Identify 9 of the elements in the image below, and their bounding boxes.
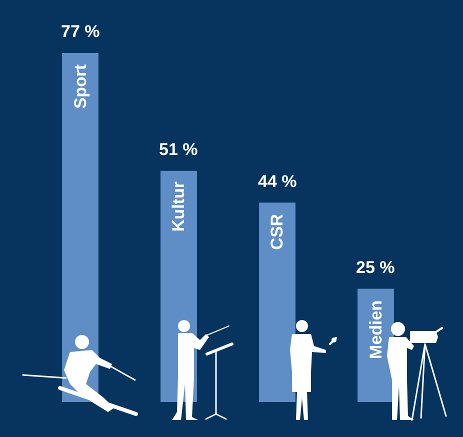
data-label: 25 % <box>356 258 395 277</box>
bar <box>259 202 296 402</box>
data-label: 44 % <box>258 172 297 191</box>
x-tick-label: Kultur <box>168 181 188 232</box>
x-tick-label: CSR <box>268 214 287 250</box>
data-label: 51 % <box>159 140 198 159</box>
data-label: 77 % <box>61 22 100 41</box>
x-tick-label: Medien <box>366 300 386 359</box>
x-tick-label: Sport <box>70 64 90 109</box>
